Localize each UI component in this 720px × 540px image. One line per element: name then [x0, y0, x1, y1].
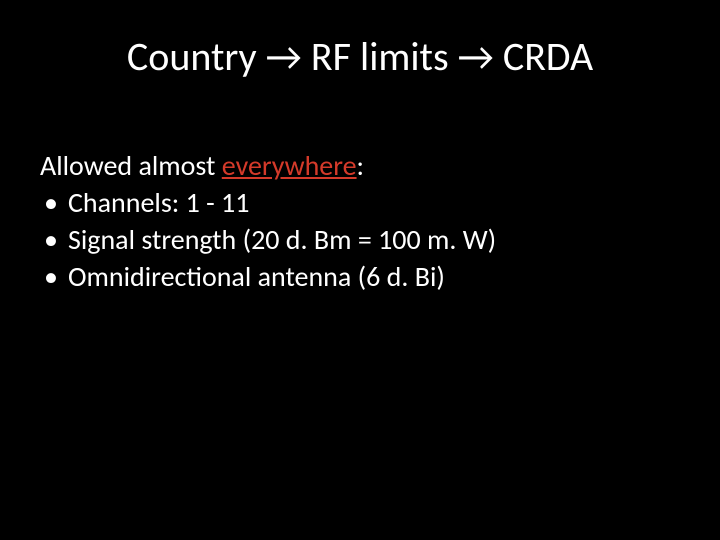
- list-item: Channels: 1 - 11: [40, 185, 680, 220]
- slide-title: Country → RF limits → CRDA: [0, 32, 720, 81]
- bullet-text: Signal strength (20 d. Bm = 100 m. W): [68, 222, 496, 257]
- bullet-text: Channels: 1 - 11: [68, 185, 249, 220]
- bullet-list: Channels: 1 - 11 Signal strength (20 d. …: [40, 185, 680, 294]
- lead-prefix: Allowed almost: [40, 148, 222, 183]
- lead-line: Allowed almost everywhere:: [40, 148, 680, 183]
- bullet-text: Omnidirectional antenna (6 d. Bi): [68, 259, 445, 294]
- slide: Country → RF limits → CRDA Allowed almos…: [0, 0, 720, 540]
- list-item: Omnidirectional antenna (6 d. Bi): [40, 259, 680, 294]
- slide-body: Allowed almost everywhere: Channels: 1 -…: [40, 148, 680, 296]
- lead-highlight: everywhere: [222, 148, 357, 183]
- list-item: Signal strength (20 d. Bm = 100 m. W): [40, 222, 680, 257]
- lead-suffix: :: [357, 148, 365, 183]
